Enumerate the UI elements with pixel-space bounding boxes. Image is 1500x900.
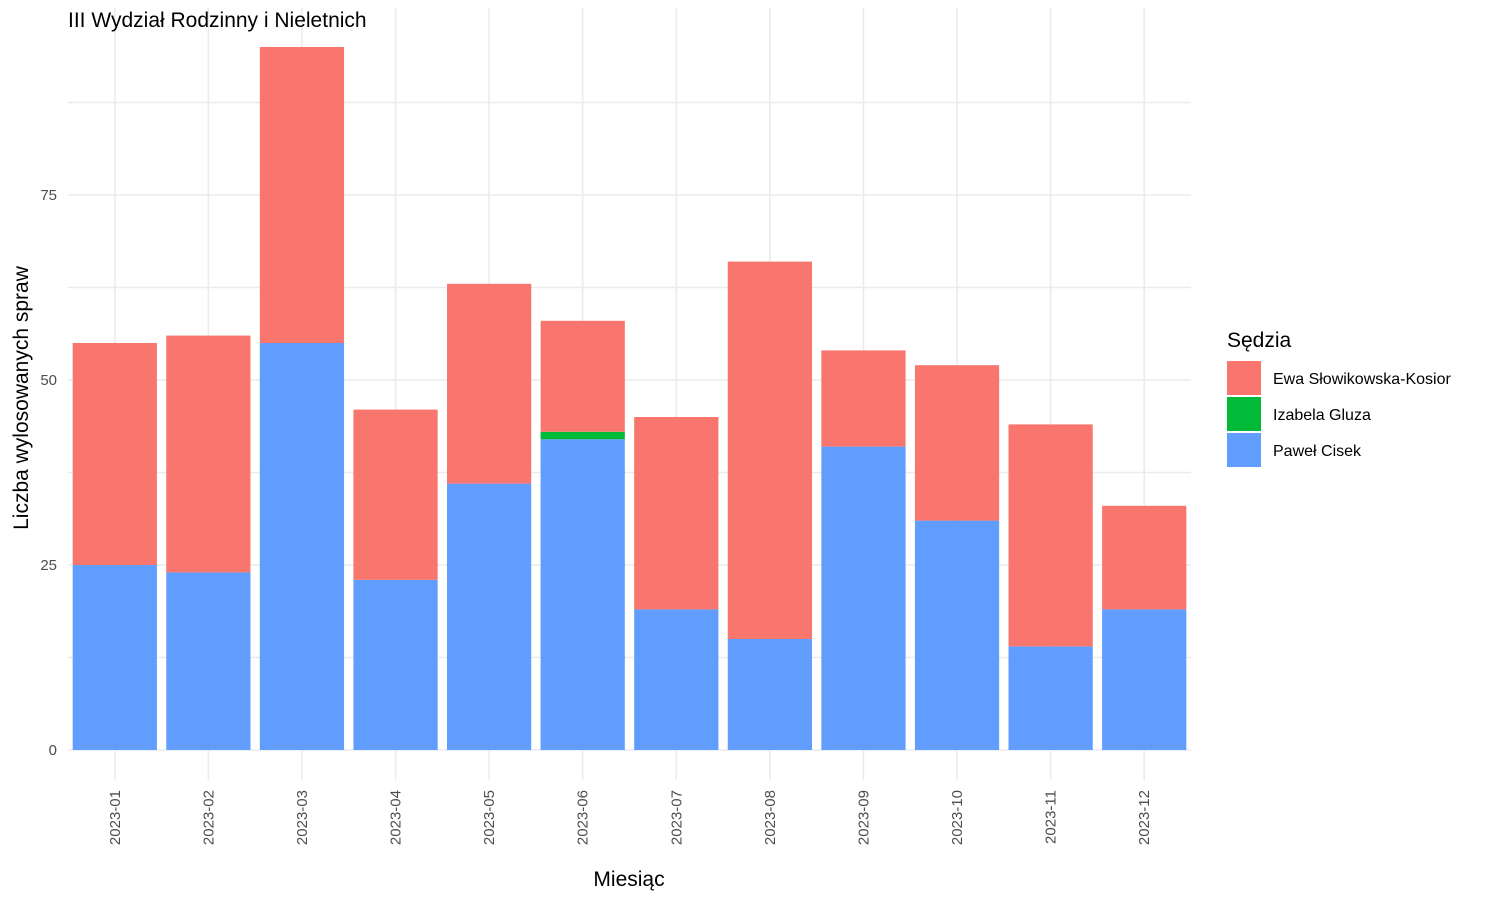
legend-label: Ewa Słowikowska-Kosior bbox=[1273, 371, 1452, 388]
x-tick-label: 2023-05 bbox=[481, 790, 498, 845]
bar-segment bbox=[353, 579, 438, 750]
bar-segment bbox=[727, 261, 812, 639]
y-tick-label: 75 bbox=[40, 187, 57, 204]
x-tick-label: 2023-12 bbox=[1136, 790, 1153, 845]
bars bbox=[72, 47, 1187, 750]
bar-segment bbox=[72, 343, 157, 565]
bar-segment bbox=[166, 335, 251, 573]
bar-segment bbox=[259, 47, 345, 343]
legend: Sędzia Ewa Słowikowska-Kosior Izabela Glu… bbox=[1227, 329, 1452, 467]
x-tick-label: 2023-10 bbox=[949, 790, 966, 845]
bar-segment bbox=[821, 446, 906, 750]
bar-segment bbox=[634, 417, 719, 610]
legend-title: Sędzia bbox=[1227, 329, 1292, 352]
x-tick-label: 2023-02 bbox=[200, 790, 217, 845]
bar-segment bbox=[72, 565, 157, 750]
chart-title: III Wydział Rodzinny i Nieletnich bbox=[68, 9, 367, 32]
x-tick-label: 2023-09 bbox=[855, 790, 872, 845]
bar-segment bbox=[1008, 646, 1093, 750]
x-axis-ticks: 2023-01 2023-02 2023-03 2023-04 2023-05 2023-… bbox=[107, 790, 1153, 845]
bar-segment bbox=[821, 350, 906, 447]
x-tick-label: 2023-04 bbox=[388, 790, 405, 845]
bar-segment bbox=[540, 320, 625, 432]
y-tick-label: 50 bbox=[40, 372, 57, 389]
bar-segment bbox=[447, 483, 532, 750]
legend-swatch bbox=[1227, 397, 1261, 431]
y-axis-ticks: 0 25 50 75 bbox=[40, 187, 57, 759]
bar-segment bbox=[1102, 505, 1187, 610]
x-tick-label: 2023-08 bbox=[762, 790, 779, 845]
bar-segment bbox=[540, 439, 625, 750]
bar-segment bbox=[914, 365, 1000, 521]
x-tick-label: 2023-06 bbox=[575, 790, 592, 845]
bar-segment bbox=[1008, 424, 1093, 647]
x-tick-label: 2023-11 bbox=[1043, 790, 1060, 844]
legend-label: Izabela Gluza bbox=[1273, 407, 1371, 424]
bar-segment bbox=[166, 572, 251, 750]
x-axis-title: Miesiąc bbox=[593, 868, 664, 891]
legend-label: Paweł Cisek bbox=[1273, 443, 1362, 460]
legend-swatch bbox=[1227, 361, 1261, 395]
x-tick-label: 2023-03 bbox=[294, 790, 311, 845]
bar-segment bbox=[1102, 609, 1187, 750]
bar-segment bbox=[447, 283, 532, 484]
bar-segment bbox=[727, 639, 812, 750]
bar-segment bbox=[540, 431, 625, 440]
x-tick-label: 2023-01 bbox=[107, 790, 124, 845]
y-axis-title: Liczba wylosowanych spraw bbox=[10, 265, 33, 530]
bar-segment bbox=[259, 343, 345, 750]
bar-segment bbox=[914, 520, 1000, 750]
x-tick-label: 2023-07 bbox=[668, 790, 685, 845]
bar-segment bbox=[353, 409, 438, 580]
bar-segment bbox=[634, 609, 719, 750]
y-tick-label: 0 bbox=[49, 742, 57, 759]
legend-swatch bbox=[1227, 433, 1261, 467]
y-tick-label: 25 bbox=[40, 557, 57, 574]
